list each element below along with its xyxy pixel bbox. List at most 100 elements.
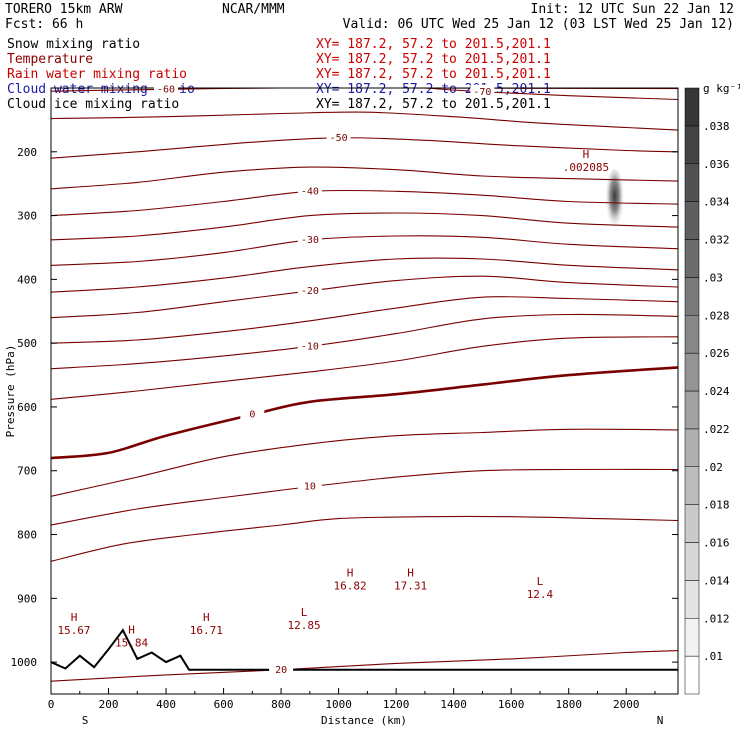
- x-tick-label: 200: [99, 698, 119, 711]
- isotherm-label-bg: [297, 479, 322, 492]
- north-label: N: [657, 714, 664, 727]
- temperature-isotherms: [51, 88, 678, 682]
- x-tick-label: 400: [156, 698, 176, 711]
- y-axis-title: Pressure (hPa): [4, 345, 17, 438]
- x-axis-title: Distance (km): [321, 714, 407, 727]
- isotherm-labels: -60 -70 -50 -40 -30 -20 -10 0 10 20: [154, 82, 495, 676]
- x-tick-label: 1000: [325, 698, 352, 711]
- y-tick-label: 1000: [11, 656, 38, 669]
- init-time: Init: 12 UTC Sun 22 Jan 12: [531, 2, 735, 17]
- colorbar-tick-label: .02: [703, 461, 723, 474]
- x-tick-label: 1200: [383, 698, 410, 711]
- isotherm-line: [51, 257, 678, 293]
- isotherm-label: 10: [304, 482, 316, 493]
- extremum-type: H: [407, 566, 414, 579]
- model-name: TORERO 15km ARW: [5, 2, 123, 17]
- colorbar-tick-label: .012: [703, 612, 730, 625]
- isotherm-label-bg: [297, 339, 322, 352]
- extremum-value: 15.84: [115, 637, 148, 650]
- legend-field-label: Cloud water mixing ratio: [7, 82, 195, 97]
- isotherm-line: [51, 366, 678, 460]
- x-tick-label: 1400: [440, 698, 467, 711]
- legend-section-coords: XY= 187.2, 57.2 to 201.5,201.1: [316, 82, 551, 97]
- legend-field-label: Rain water mixing ratio: [7, 67, 187, 82]
- y-tick-label: 500: [17, 337, 37, 350]
- colorbar-swatch: [684, 201, 700, 240]
- colorbar-tick-label: .034: [703, 196, 730, 209]
- extremum-value: .002085: [563, 161, 609, 174]
- colorbar-tick-label: .024: [703, 385, 730, 398]
- forecast-hour: Fcst: 66 h: [5, 17, 83, 32]
- colorbar-swatch: [684, 239, 700, 278]
- isotherm-label: 0: [249, 410, 255, 421]
- extremum-value: 12.85: [288, 619, 321, 632]
- isotherm-line: [51, 275, 678, 319]
- isotherm-line: [51, 111, 678, 131]
- colorbar-swatch: [684, 87, 700, 127]
- colorbar-tick-label: .014: [703, 574, 730, 587]
- y-tick-label: 800: [17, 529, 37, 542]
- legend-section-coords: XY= 187.2, 57.2 to 201.5,201.1: [316, 67, 551, 82]
- y-axis: 200 300 400 500 600 700 800 900 1000: [11, 146, 678, 669]
- colorbar-swatch: [684, 542, 700, 581]
- colorbar-swatch: [684, 277, 700, 316]
- y-tick-label: 300: [17, 210, 37, 223]
- colorbar-swatch: [684, 428, 700, 467]
- isotherm-line: [51, 235, 678, 266]
- isotherm-line: [424, 88, 678, 101]
- isotherm-label: -60: [157, 84, 175, 95]
- isotherm-label: 20: [275, 665, 287, 676]
- isotherm-label: -30: [301, 235, 319, 246]
- extremum-type: H: [71, 611, 78, 624]
- isotherm-line: [51, 428, 678, 497]
- extremum-type: H: [128, 624, 135, 637]
- isotherm-line: [51, 296, 678, 344]
- extremum-value: 16.71: [190, 624, 223, 637]
- valid-time: Valid: 06 UTC Wed 25 Jan 12 (03 LST Wed …: [343, 17, 734, 32]
- isotherm-line: [51, 189, 678, 217]
- colorbar-swatch: [684, 352, 700, 392]
- isotherm-label-bg: [269, 662, 294, 675]
- extremum-type: H: [203, 611, 210, 624]
- isotherm-label: -20: [301, 286, 319, 297]
- isotherm-line: [51, 166, 678, 190]
- colorbar-unit: g kg⁻¹: [703, 82, 740, 95]
- x-tick-label: 2000: [613, 698, 640, 711]
- isotherm-line: [51, 212, 678, 241]
- x-tick-label: 1600: [498, 698, 525, 711]
- isotherm-label-bg: [297, 283, 322, 296]
- extremum-type: H: [347, 566, 354, 579]
- colorbar-swatch: [684, 618, 700, 657]
- colorbar: .01 .012 .014 .016 .018 .02 .022 .024 .026 .028 .0…: [684, 87, 730, 695]
- y-tick-label: 900: [17, 592, 37, 605]
- terrain-profile: [51, 628, 678, 671]
- isotherm-label: -10: [301, 341, 319, 352]
- y-tick-label: 400: [17, 273, 37, 286]
- isotherm-line: [51, 650, 678, 682]
- x-tick-label: 1800: [555, 698, 582, 711]
- extremum-type: H: [583, 148, 590, 161]
- isotherm-label-bg: [470, 84, 495, 97]
- plot-area: [51, 88, 678, 682]
- y-tick-label: 700: [17, 465, 37, 478]
- isotherm-label: -70: [473, 87, 491, 98]
- colorbar-tick-label: .038: [703, 120, 730, 133]
- y-tick-label: 200: [17, 146, 37, 159]
- isotherm-line: [51, 137, 678, 159]
- legend-field-label: Cloud ice mixing ratio: [7, 97, 179, 112]
- isotherm-label: -50: [330, 133, 348, 144]
- colorbar-tick-label: .01: [703, 650, 723, 663]
- legend-field-label: Temperature: [7, 52, 93, 67]
- colorbar-tick-label: .018: [703, 499, 730, 512]
- colorbar-swatch: [684, 504, 700, 543]
- x-axis: 0 200 400 600 800 1000 1200 1400 1600 1800 2000: [48, 688, 656, 711]
- colorbar-swatch: [684, 125, 700, 164]
- south-label: S: [82, 714, 89, 727]
- colorbar-swatch: [684, 580, 700, 619]
- legend-section-coords: XY= 187.2, 57.2 to 201.5,201.1: [316, 52, 551, 67]
- extremum-type: L: [537, 575, 544, 588]
- isotherm-label-bg: [240, 407, 265, 420]
- colorbar-tick-label: .028: [703, 309, 730, 322]
